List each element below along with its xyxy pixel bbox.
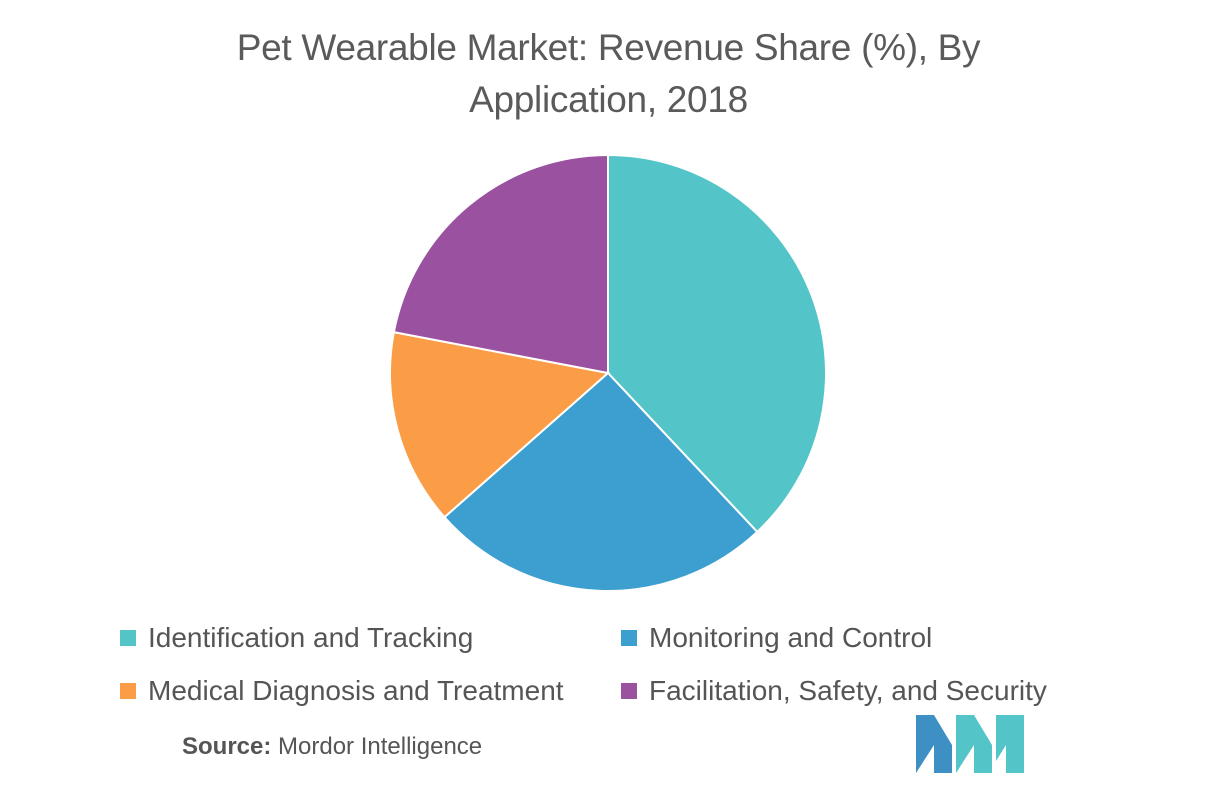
legend-swatch <box>621 683 637 699</box>
legend-swatch <box>621 630 637 646</box>
pie-slices <box>389 153 827 592</box>
source-note: Source: Mordor Intelligence <box>182 733 482 761</box>
legend-item: Monitoring and Control <box>621 622 932 654</box>
mordor-intelligence-logo-icon <box>916 715 1024 773</box>
legend-item: Facilitation, Safety, and Security <box>621 675 1047 707</box>
legend-label: Monitoring and Control <box>649 622 933 653</box>
pie-slice-facilitation-safety-and-security <box>392 153 609 375</box>
legend-label: Facilitation, Safety, and Security <box>649 675 1047 706</box>
chart-title: Pet Wearable Market: Revenue Share (%), … <box>0 22 1217 126</box>
legend-label: Identification and Tracking <box>148 622 474 653</box>
legend-swatch <box>120 683 136 699</box>
source-text: Mordor Intelligence <box>271 733 483 760</box>
pie-slice-monitoring-and-control <box>443 371 759 592</box>
legend-label: Medical Diagnosis and Treatment <box>148 675 564 706</box>
legend-swatch <box>120 630 136 646</box>
source-label: Source: <box>182 733 272 760</box>
pie-slice-identification-and-tracking <box>607 153 827 534</box>
legend-item: Identification and Tracking <box>120 622 473 654</box>
chart-title-line-2: Application, 2018 <box>469 79 748 120</box>
chart-title-line-1: Pet Wearable Market: Revenue Share (%), … <box>236 27 981 68</box>
pie-slice-medical-diagnosis-and-treatment <box>389 330 611 519</box>
legend-item: Medical Diagnosis and Treatment <box>120 675 564 707</box>
